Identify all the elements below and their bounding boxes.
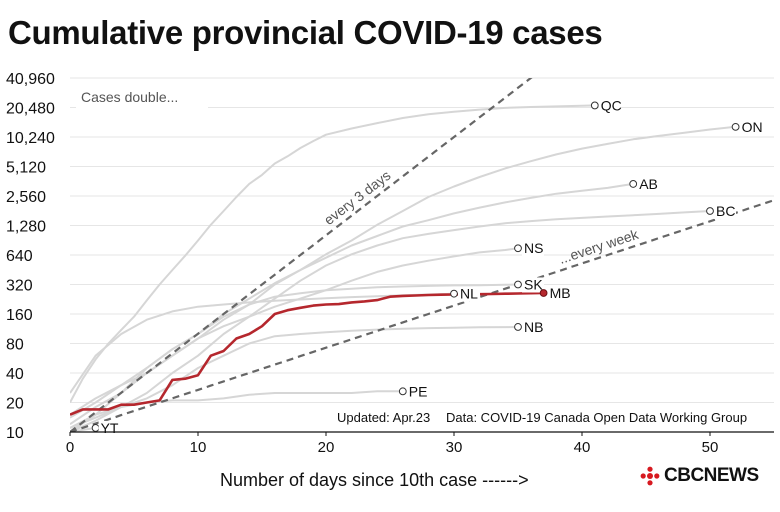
series-label-bg [406,384,429,400]
series-label-yt: YT [101,420,119,436]
reference-line-label-2: ...every week [557,226,641,267]
series-label-sk: SK [524,277,543,293]
series-label-nl: NL [460,286,478,302]
series-label-bg [739,119,762,135]
series-label-nb: NB [524,319,543,335]
series-line-nb [70,326,519,429]
series-line-sk [70,283,519,432]
series-label-bg [547,286,570,302]
series-label-on: ON [742,119,763,135]
series-line-bc [70,210,711,432]
series-label-bg [522,277,544,293]
source-note: Data: COVID-19 Canada Open Data Working … [446,410,747,425]
x-tick-label: 30 [446,439,463,456]
x-tick-label: 0 [66,439,74,456]
series-endpoint-sk [514,280,522,289]
cbc-gem-icon [640,466,660,486]
x-axis-label: Number of days since 10th case ------> [220,470,529,490]
series-endpoint-mb [539,289,548,297]
series-label-bg [522,319,544,335]
y-tick-label: 20,480 [6,101,55,118]
series-endpoint-yt [91,424,100,432]
series-label-qc: QC [601,97,622,113]
reference-line-1 [70,78,533,432]
chart-title: Cumulative provincial COVID-19 cases [8,14,603,51]
series-endpoint-ab [629,180,638,188]
legend-box-label: Cases double... [81,89,178,105]
series-label-bg [714,203,736,219]
x-tick-label: 10 [190,439,207,456]
series-markers: QC ON AB BC NS SK NL NB PE YT MB every 3 days ...eve… [91,97,763,436]
logo-wordmark: CBCNEWS [664,465,759,486]
x-tick-label: 40 [574,439,591,456]
series-endpoint-nl [450,289,458,298]
y-tick-label: 320 [6,278,33,295]
y-tick-label: 10,240 [6,130,55,147]
series-label-bg [458,286,480,302]
y-tick-label: 40 [6,366,24,383]
series-label-bc: BC [716,203,735,219]
y-tick-label: 5,120 [6,160,46,177]
y-tick-label: 160 [6,307,33,324]
series-line-qc [70,104,595,403]
series-label-bg [522,241,544,257]
updated-note: Updated: Apr.23 [337,410,430,425]
y-tick-label: 40,960 [6,71,55,88]
y-tick-label: 2,560 [6,189,46,206]
series-label-mb: MB [550,285,571,301]
series-label-bg [598,98,621,114]
series-endpoint-ns [514,244,522,253]
series-line-pe [70,390,403,429]
y-tick-label: 20 [6,396,24,413]
cbc-news-logo: CBCNEWS [640,465,759,487]
y-tick-label: 10 [6,425,24,442]
series-endpoint-bc [706,207,714,215]
reference-line-2 [70,199,774,432]
y-tick-label: 80 [6,337,24,354]
y-tick-label: 1,280 [6,219,46,236]
y-tick-label: 640 [6,248,33,265]
reference-lines [70,78,774,432]
series-label-pe: PE [409,383,428,399]
series-line-on [70,125,736,416]
series-label-ab: AB [639,176,658,192]
legend-box-bg [76,84,208,108]
reference-line-label-1: every 3 days [321,167,394,228]
series-endpoint-on [731,122,740,131]
series-label-ns: NS [524,240,543,256]
series-endpoint-nb [514,323,522,331]
series-endpoint-qc [590,101,599,110]
series-label-bg [637,176,660,192]
axes: 10 20 40 80 160 320 640 1,280 2,560 5,120 10,240 20… [6,71,774,456]
series-endpoint-pe [398,387,407,396]
source-note-bg [333,407,766,427]
x-tick-label: 20 [318,439,335,456]
x-tick-label: 50 [702,439,719,456]
